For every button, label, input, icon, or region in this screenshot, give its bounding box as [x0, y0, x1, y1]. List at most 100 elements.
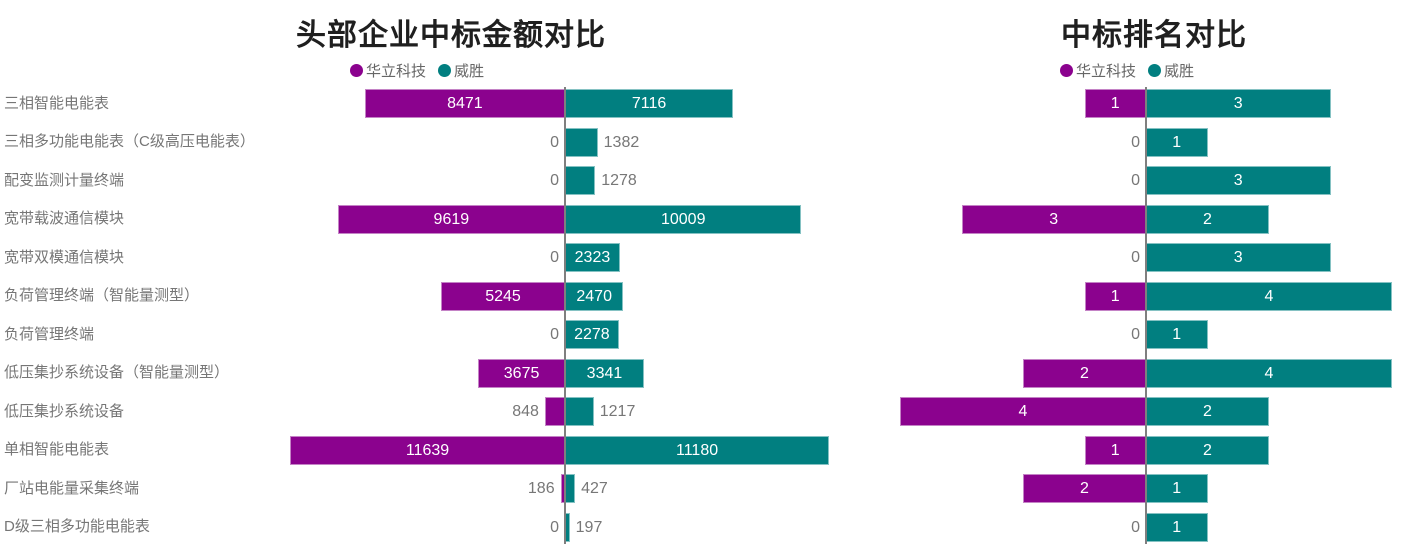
value-label: 3: [1049, 210, 1059, 228]
legend-item-weisheng[interactable]: 威胜: [1148, 60, 1194, 81]
left-chart-legend: 华立科技 威胜: [350, 60, 484, 81]
bar-weisheng[interactable]: [565, 512, 570, 542]
bar-weisheng[interactable]: [565, 89, 734, 118]
value-label: 1217: [599, 403, 636, 420]
bar-huali[interactable]: [1084, 89, 1146, 118]
bar-weisheng[interactable]: [565, 397, 594, 426]
category-label: 三相智能电能表: [4, 94, 110, 112]
value-label: 4: [1264, 364, 1274, 382]
value-label: 8471: [447, 95, 483, 112]
value-label: 0: [550, 133, 559, 151]
value-label: 1: [1110, 95, 1120, 112]
category-label: D级三相多功能电能表: [4, 518, 150, 535]
right-chart-title: 中标排名对比: [1061, 19, 1247, 52]
bar-weisheng[interactable]: [565, 358, 644, 388]
value-label: 2470: [576, 287, 612, 305]
value-label: 10009: [660, 210, 706, 228]
bar-weisheng[interactable]: [565, 320, 619, 349]
category-label: 单相智能电能表: [4, 441, 110, 458]
legend-label-huali: 华立科技: [1076, 63, 1137, 80]
value-label: 3: [1233, 249, 1243, 266]
legend-item-huali[interactable]: 华立科技: [1060, 60, 1136, 81]
bar-weisheng[interactable]: [1146, 127, 1208, 157]
bar-weisheng[interactable]: [565, 204, 802, 234]
bar-weisheng[interactable]: [1146, 166, 1331, 195]
category-label: 宽带载波通信模块: [4, 210, 125, 227]
value-label: 2: [1080, 364, 1089, 382]
value-label: 1278: [601, 172, 637, 189]
bar-huali[interactable]: [1084, 435, 1146, 465]
bar-huali[interactable]: [364, 89, 565, 118]
bar-weisheng[interactable]: [1146, 512, 1208, 542]
bar-weisheng[interactable]: [1146, 320, 1208, 349]
value-label: 0: [550, 326, 559, 343]
value-label: 0: [1131, 249, 1140, 266]
value-label: 11180: [676, 441, 719, 459]
value-label: 0: [1131, 172, 1140, 189]
legend-dot-weisheng: [438, 64, 452, 77]
axis-line: [1145, 87, 1147, 544]
value-label: 5245: [485, 287, 521, 305]
value-label: 2: [1203, 441, 1212, 459]
legend-label-weisheng: 威胜: [454, 63, 485, 80]
left-chart-title: 头部企业中标金额对比: [296, 19, 606, 52]
value-label: 9619: [433, 210, 470, 228]
value-label: 0: [1131, 133, 1140, 151]
category-label: 厂站电能量采集终端: [4, 479, 140, 497]
bar-weisheng[interactable]: [1146, 89, 1331, 118]
bar-weisheng[interactable]: [1146, 358, 1392, 388]
value-label: 3341: [586, 364, 623, 382]
bar-weisheng[interactable]: [565, 281, 624, 311]
bar-weisheng[interactable]: [565, 166, 596, 195]
right-chart-legend: 华立科技 威胜: [1060, 60, 1194, 81]
value-label: 0: [550, 172, 559, 189]
value-label: 7116: [631, 95, 667, 112]
legend-item-weisheng[interactable]: 威胜: [438, 60, 484, 81]
bar-weisheng[interactable]: [565, 474, 576, 503]
category-label: 配变监测计量终端: [4, 171, 125, 189]
category-label: 低压集抄系统设备: [4, 402, 125, 420]
value-label: 3675: [503, 364, 540, 382]
value-label: 3: [1233, 172, 1243, 189]
value-label: 2323: [574, 249, 611, 266]
axis-line: [564, 87, 566, 544]
bar-huali[interactable]: [544, 397, 565, 426]
bar-huali[interactable]: [900, 397, 1146, 426]
value-label: 11639: [405, 441, 450, 459]
category-label: 三相多功能电能表（C级高压电能表）: [4, 133, 255, 150]
value-label: 0: [1131, 326, 1140, 343]
bar-weisheng[interactable]: [1146, 281, 1392, 311]
bar-huali[interactable]: [441, 281, 565, 311]
bar-weisheng[interactable]: [1146, 204, 1269, 234]
bar-weisheng[interactable]: [1146, 397, 1269, 426]
value-label: 0: [550, 518, 559, 536]
value-label: 2: [1203, 403, 1212, 420]
value-label: 1382: [603, 133, 640, 151]
bar-weisheng[interactable]: [565, 435, 830, 465]
category-label: 负荷管理终端: [4, 325, 95, 343]
bar-weisheng[interactable]: [565, 127, 598, 157]
value-label: 197: [575, 518, 603, 536]
value-label: 848: [512, 403, 539, 420]
value-label: 0: [550, 249, 559, 266]
value-label: 1: [1110, 287, 1120, 305]
bar-huali[interactable]: [337, 204, 565, 234]
value-label: 0: [1131, 518, 1140, 536]
bar-huali[interactable]: [1023, 474, 1146, 503]
value-label: 2278: [574, 326, 610, 343]
value-label: 2: [1080, 480, 1089, 497]
value-label: 1: [1110, 441, 1120, 459]
bar-huali[interactable]: [478, 358, 565, 388]
bar-weisheng[interactable]: [1146, 243, 1331, 272]
bar-weisheng[interactable]: [1146, 435, 1269, 465]
legend-dot-huali: [1060, 64, 1073, 77]
value-label: 1: [1172, 133, 1182, 151]
value-label: 4: [1018, 403, 1028, 420]
category-label: 低压集抄系统设备（智能量测型）: [4, 364, 230, 381]
value-label: 2: [1203, 210, 1212, 228]
value-label: 4: [1264, 287, 1274, 305]
legend-label-weisheng: 威胜: [1164, 63, 1195, 80]
legend-dot-weisheng: [1148, 64, 1162, 77]
legend-item-huali[interactable]: 华立科技: [350, 60, 426, 81]
value-label: 427: [581, 480, 608, 497]
